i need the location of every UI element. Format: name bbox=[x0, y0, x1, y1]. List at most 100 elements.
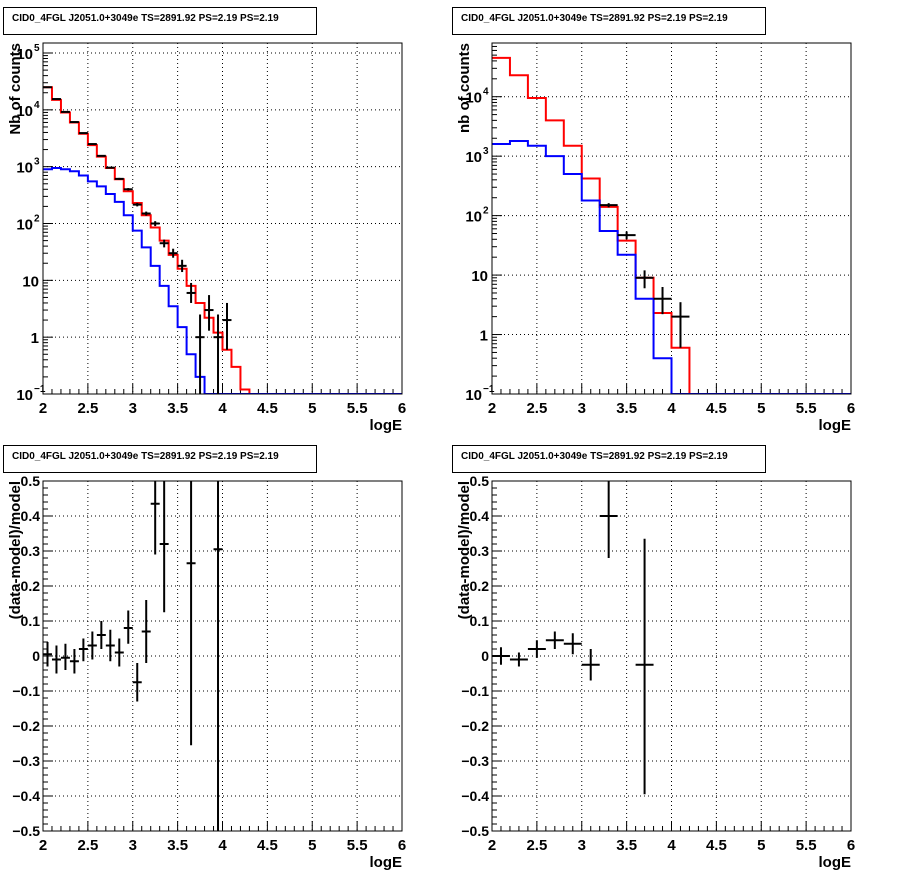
y-tick-label: 10 bbox=[16, 160, 33, 177]
chart-title: CID0_4FGL J2051.0+3049e TS=2891.92 PS=2.… bbox=[452, 445, 766, 473]
data-point bbox=[114, 177, 124, 180]
y-tick-label: 1 bbox=[480, 328, 488, 345]
x-axis-title: logE bbox=[370, 417, 403, 434]
model-histogram-blue bbox=[43, 166, 402, 394]
y-tick-label: 10 bbox=[465, 387, 482, 404]
chart-panel-4: 2 2.5 3 3.5 4 4.5 5 5.5 6 −0.5 −0.4 −0.3 −0.2 −0.1 0 0.… bbox=[456, 473, 855, 871]
x-tick-label: 2.5 bbox=[77, 400, 98, 417]
data-point bbox=[168, 248, 178, 258]
y-tick-label: 10 bbox=[16, 46, 33, 63]
y-tick-label: −0.5 bbox=[461, 823, 489, 839]
x-tick-label: 6 bbox=[398, 837, 406, 854]
plot-frame bbox=[42, 480, 403, 832]
x-tick-label: 3 bbox=[578, 400, 586, 417]
y-tick-label-exponent: 3 bbox=[34, 157, 40, 168]
y-tick-label-exponent: 5 bbox=[34, 43, 40, 54]
data-point bbox=[141, 600, 151, 663]
y-tick-label: 10 bbox=[471, 268, 488, 285]
model-histogram-red bbox=[43, 86, 402, 394]
x-tick-label: 3 bbox=[578, 837, 586, 854]
x-axis-title: logE bbox=[370, 854, 403, 871]
data-point bbox=[150, 221, 160, 227]
data-point bbox=[132, 663, 142, 702]
y-tick-label: 0.4 bbox=[470, 508, 490, 524]
y-tick-label: 10 bbox=[16, 387, 33, 404]
y-tick-label: 0.3 bbox=[21, 543, 41, 559]
x-tick-label: 2 bbox=[39, 400, 47, 417]
x-tick-label: 4 bbox=[218, 400, 227, 417]
y-tick-label: −0.1 bbox=[461, 683, 489, 699]
x-tick-label: 6 bbox=[847, 837, 855, 854]
y-tick-label: 10 bbox=[22, 273, 39, 290]
data-point bbox=[78, 638, 88, 662]
x-tick-label: 5 bbox=[308, 837, 316, 854]
y-tick-label: 0.1 bbox=[21, 613, 41, 629]
data-point bbox=[599, 481, 618, 558]
data-point bbox=[635, 538, 654, 795]
data-point bbox=[141, 211, 151, 216]
data-point bbox=[671, 302, 690, 348]
chart-panel-3: 2 2.5 3 3.5 4 4.5 5 5.5 6 −0.5 −0.4 −0.3 −0.2 −0.1 0 0.… bbox=[7, 473, 406, 871]
data-point bbox=[545, 631, 564, 649]
y-tick-label: 10 bbox=[16, 103, 33, 120]
y-tick-label: −0.4 bbox=[12, 788, 40, 804]
data-point bbox=[43, 642, 52, 667]
data-point bbox=[509, 652, 528, 667]
data-point bbox=[213, 314, 223, 394]
data-point bbox=[51, 645, 61, 674]
data-point bbox=[581, 649, 600, 681]
data-point bbox=[96, 621, 106, 649]
x-tick-label: 4 bbox=[667, 837, 676, 854]
y-tick-label-exponent: −1 bbox=[34, 384, 46, 395]
y-tick-label-exponent: 3 bbox=[483, 146, 489, 157]
data-point bbox=[69, 649, 79, 674]
data-point bbox=[492, 647, 510, 665]
chart-title: CID0_4FGL J2051.0+3049e TS=2891.92 PS=2.… bbox=[452, 7, 766, 35]
data-point bbox=[114, 638, 124, 667]
model-histogram-red bbox=[492, 56, 851, 394]
data-point bbox=[69, 121, 79, 124]
plot-area bbox=[492, 56, 851, 394]
y-tick-label: −0.5 bbox=[12, 823, 40, 839]
data-point bbox=[51, 98, 61, 101]
x-tick-label: 2.5 bbox=[526, 837, 547, 854]
data-point bbox=[87, 143, 97, 146]
data-point bbox=[186, 481, 196, 746]
y-tick-label: 10 bbox=[465, 149, 482, 166]
data-point bbox=[87, 631, 97, 660]
y-tick-label: 0.2 bbox=[21, 578, 41, 594]
y-tick-label: 1 bbox=[31, 330, 39, 347]
y-tick-label: 0.5 bbox=[470, 473, 490, 489]
grid bbox=[43, 481, 402, 831]
y-tick-label: −0.3 bbox=[461, 753, 489, 769]
data-point bbox=[527, 640, 546, 658]
model-histogram-blue bbox=[492, 139, 851, 394]
data-point bbox=[159, 239, 169, 248]
x-tick-label: 4.5 bbox=[706, 837, 727, 854]
x-tick-label: 5.5 bbox=[796, 400, 817, 417]
data-point bbox=[204, 295, 214, 331]
data-point bbox=[635, 270, 654, 289]
y-tick-label: −0.4 bbox=[461, 788, 489, 804]
data-point bbox=[599, 203, 618, 208]
data-point bbox=[653, 287, 672, 315]
y-tick-label: 0 bbox=[32, 648, 40, 664]
x-tick-label: 5.5 bbox=[347, 837, 368, 854]
x-tick-label: 2 bbox=[488, 400, 496, 417]
y-tick-label-exponent: 4 bbox=[483, 87, 489, 98]
x-axis-title: logE bbox=[819, 417, 852, 434]
data-point bbox=[123, 188, 133, 191]
x-tick-label: 5.5 bbox=[347, 400, 368, 417]
data-point bbox=[222, 302, 232, 350]
y-tick-label-exponent: 2 bbox=[34, 214, 40, 225]
y-tick-label: 0.2 bbox=[470, 578, 490, 594]
y-tick-label-exponent: 4 bbox=[34, 100, 40, 111]
data-point bbox=[195, 314, 205, 394]
chart-title: CID0_4FGL J2051.0+3049e TS=2891.92 PS=2.… bbox=[3, 445, 317, 473]
plot-frame bbox=[491, 42, 852, 395]
x-tick-label: 4.5 bbox=[706, 400, 727, 417]
data-point bbox=[60, 110, 70, 113]
y-tick-label-exponent: 2 bbox=[483, 206, 489, 217]
x-tick-label: 4 bbox=[667, 400, 676, 417]
